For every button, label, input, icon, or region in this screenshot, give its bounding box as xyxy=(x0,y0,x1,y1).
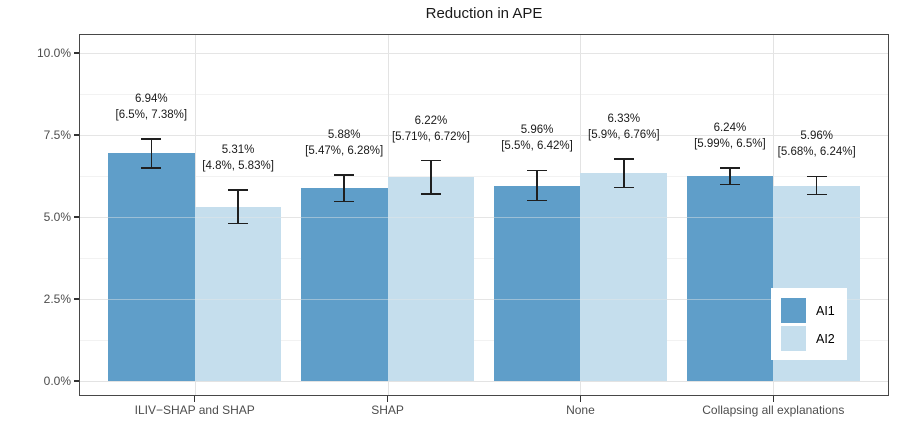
bar-annotation: 6.33% [5.9%, 6.76%] xyxy=(588,111,660,143)
x-axis-tick xyxy=(386,396,389,402)
x-tick-label: SHAP xyxy=(371,403,404,417)
error-bar-cap-bottom xyxy=(228,222,249,225)
bar-ci-label: [5.71%, 6.72%] xyxy=(391,130,470,143)
error-bar-cap-top xyxy=(613,158,634,161)
x-axis-tick xyxy=(772,396,774,402)
legend: AI1 AI2 xyxy=(771,288,847,360)
error-bar-cap-top xyxy=(527,169,548,172)
legend-item-ai1: AI1 xyxy=(781,298,841,323)
bar-value-label: 6.24% xyxy=(713,121,747,134)
error-bar-cap-top xyxy=(719,167,740,169)
error-bar-cap-top xyxy=(141,138,162,140)
y-tick-label: 5.0% xyxy=(43,210,71,224)
y-axis-tick xyxy=(73,216,79,218)
bar-ci-label: [5.47%, 6.28%] xyxy=(305,145,384,158)
y-axis-tick xyxy=(73,380,79,382)
error-bar-cap-bottom xyxy=(527,199,548,202)
x-tick-label: ILIV−SHAP and SHAP xyxy=(134,403,255,417)
bar-ci-label: [5.9%, 6.76%] xyxy=(588,129,660,142)
bar-ai1 xyxy=(107,153,195,381)
error-bar-stem xyxy=(237,189,239,224)
x-tick-label: Collapsing all explanations xyxy=(702,403,845,417)
bar-ai1 xyxy=(493,185,581,381)
error-bar-cap-top xyxy=(228,188,249,191)
y-axis-tick xyxy=(73,52,79,54)
error-bar-cap-bottom xyxy=(141,167,162,169)
error-bar-stem xyxy=(150,138,153,168)
bar-value-label: 5.31% xyxy=(221,143,255,156)
y-axis-tick xyxy=(73,298,79,300)
bar-ci-label: [4.8%, 5.83%] xyxy=(202,159,274,172)
bar-ai1 xyxy=(300,188,388,381)
error-bar-stem xyxy=(729,167,731,185)
error-bar-stem xyxy=(343,175,345,202)
chart-title: Reduction in APE xyxy=(425,5,543,22)
x-axis-tick xyxy=(579,396,582,402)
y-tick-label: 10.0% xyxy=(36,46,71,60)
error-bar-cap-top xyxy=(806,175,827,178)
error-bar-stem xyxy=(623,159,625,188)
bar-ci-label: [5.99%, 6.5%] xyxy=(694,137,766,150)
y-tick-label: 0.0% xyxy=(43,374,71,388)
bar-ai2 xyxy=(387,176,475,381)
error-bar-stem xyxy=(536,170,538,201)
legend-swatch xyxy=(781,326,806,351)
bar-annotation: 6.94% [6.5%, 7.38%] xyxy=(116,91,188,123)
bar-annotation: 6.22% [5.71%, 6.72%] xyxy=(392,113,470,145)
legend-item-ai2: AI2 xyxy=(781,326,841,351)
y-tick-label: 7.5% xyxy=(43,128,71,142)
error-bar-cap-bottom xyxy=(613,186,634,189)
bar-annotation: 5.96% [5.5%, 6.42%] xyxy=(501,122,573,154)
bar-annotation: 5.88% [5.47%, 6.28%] xyxy=(305,127,383,159)
bar-value-label: 5.88% xyxy=(327,129,361,142)
x-axis-tick xyxy=(194,396,196,402)
bar-annotation: 5.96% [5.68%, 6.24%] xyxy=(778,128,856,160)
error-bar-cap-bottom xyxy=(334,200,355,203)
error-bar-cap-bottom xyxy=(806,193,827,196)
error-bar-cap-bottom xyxy=(719,183,740,186)
bar-value-label: 5.96% xyxy=(800,130,833,143)
x-tick-label: None xyxy=(566,403,595,417)
error-bar-cap-top xyxy=(420,159,441,162)
legend-label: AI1 xyxy=(816,303,835,318)
bar-ai1 xyxy=(686,176,774,381)
bar-ci-label: [5.68%, 6.24%] xyxy=(777,146,856,159)
legend-swatch xyxy=(781,298,806,323)
error-bar-cap-bottom xyxy=(420,192,441,195)
bar-value-label: 6.33% xyxy=(607,113,641,126)
y-tick-label: 2.5% xyxy=(43,292,71,306)
bar-annotation: 5.31% [4.8%, 5.83%] xyxy=(202,142,274,174)
bar-value-label: 6.94% xyxy=(135,92,168,105)
bar-value-label: 6.22% xyxy=(414,114,448,127)
legend-label: AI2 xyxy=(816,331,835,346)
bar-annotation: 6.24% [5.99%, 6.5%] xyxy=(694,120,766,152)
bar-ai2 xyxy=(194,206,282,381)
bar-value-label: 5.96% xyxy=(520,124,554,137)
error-bar-cap-top xyxy=(334,174,355,176)
bar-ci-label: [5.5%, 6.42%] xyxy=(501,140,573,153)
bar-ci-label: [6.5%, 7.38%] xyxy=(115,108,188,121)
error-bar-stem xyxy=(815,176,818,195)
y-axis-tick xyxy=(73,134,79,136)
bar-ai2 xyxy=(580,173,668,381)
error-bar-stem xyxy=(430,160,432,194)
